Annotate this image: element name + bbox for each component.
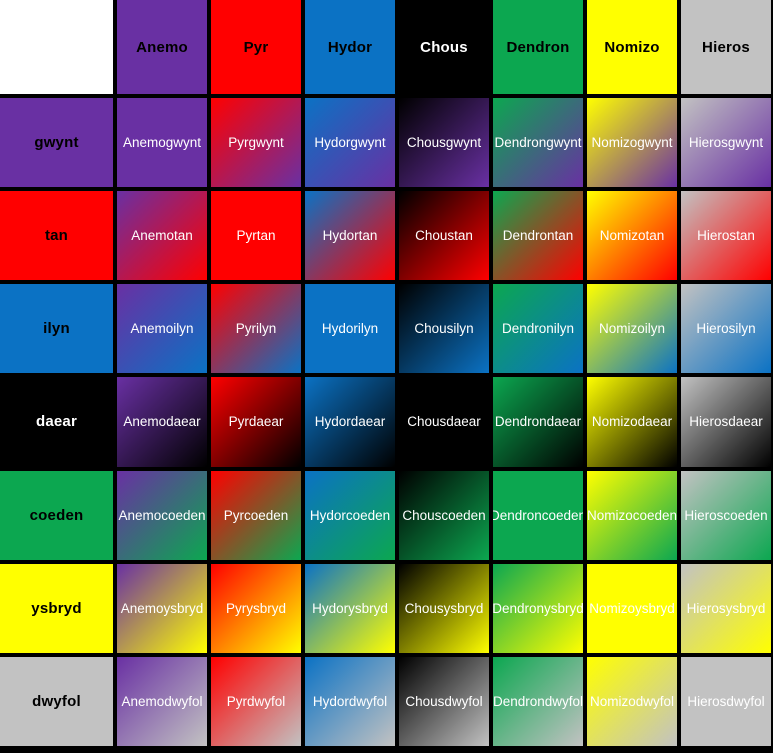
- matrix-cell-chousdwyfol: Chousdwyfol: [399, 656, 489, 746]
- matrix-cell-anemotan: Anemotan: [117, 191, 207, 281]
- matrix-cell-hydorgwynt: Hydorgwynt: [305, 98, 395, 188]
- matrix-cell-hydortan: Hydortan: [305, 191, 395, 281]
- matrix-cell-dendronilyn: Dendronilyn: [493, 284, 583, 374]
- matrix-cell-pyrtan: Pyrtan: [211, 191, 301, 281]
- row-header-daear: daear: [0, 377, 113, 467]
- row-header-tan: tan: [0, 191, 113, 281]
- column-header-hydor: Hydor: [305, 0, 395, 94]
- matrix-cell-pyrdwyfol: Pyrdwyfol: [211, 656, 301, 746]
- matrix-cell-nomizoysbryd: Nomizoysbryd: [587, 563, 677, 653]
- matrix-cell-choustan: Choustan: [399, 191, 489, 281]
- matrix-cell-nomizocoeden: Nomizocoeden: [587, 470, 677, 560]
- matrix-cell-hierosgwynt: Hierosgwynt: [681, 98, 771, 188]
- matrix-cell-anemoilyn: Anemoilyn: [117, 284, 207, 374]
- matrix-cell-hierostan: Hierostan: [681, 191, 771, 281]
- column-header-dendron: Dendron: [493, 0, 583, 94]
- matrix-cell-hierosdaear: Hierosdaear: [681, 377, 771, 467]
- matrix-cell-dendrondwyfol: Dendrondwyfol: [493, 656, 583, 746]
- matrix-cell-nomizotan: Nomizotan: [587, 191, 677, 281]
- matrix-cell-hierosysbryd: Hierosysbryd: [681, 563, 771, 653]
- matrix-cell-pyrgwynt: Pyrgwynt: [211, 98, 301, 188]
- matrix-cell-nomizodaear: Nomizodaear: [587, 377, 677, 467]
- row-header-ysbryd: ysbryd: [0, 563, 113, 653]
- matrix-cell-hydorysbryd: Hydorysbryd: [305, 563, 395, 653]
- matrix-cell-hydorilyn: Hydorilyn: [305, 284, 395, 374]
- column-header-pyr: Pyr: [211, 0, 301, 94]
- matrix-cell-hydordaear: Hydordaear: [305, 377, 395, 467]
- matrix-cell-dendrontan: Dendrontan: [493, 191, 583, 281]
- matrix-cell-chousysbryd: Chousysbryd: [399, 563, 489, 653]
- matrix-cell-pyrysbryd: Pyrysbryd: [211, 563, 301, 653]
- matrix-cell-chouscoeden: Chouscoeden: [399, 470, 489, 560]
- column-header-chous: Chous: [399, 0, 489, 94]
- matrix-cell-chousdaear: Chousdaear: [399, 377, 489, 467]
- row-header-coeden: coeden: [0, 470, 113, 560]
- matrix-cell-hierosdwyfol: Hierosdwyfol: [681, 656, 771, 746]
- matrix-cell-hierosilyn: Hierosilyn: [681, 284, 771, 374]
- matrix-cell-anemogwynt: Anemogwynt: [117, 98, 207, 188]
- matrix-cell-anemodaear: Anemodaear: [117, 377, 207, 467]
- matrix-cell-dendroncoeden: Dendroncoeden: [493, 470, 583, 560]
- matrix-cell-hydorcoeden: Hydorcoeden: [305, 470, 395, 560]
- matrix-cell-nomizodwyfol: Nomizodwyfol: [587, 656, 677, 746]
- matrix-cell-pyrilyn: Pyrilyn: [211, 284, 301, 374]
- matrix-cell-chousilyn: Chousilyn: [399, 284, 489, 374]
- matrix-cell-dendronysbryd: Dendronysbryd: [493, 563, 583, 653]
- matrix-cell-dendrongwynt: Dendrongwynt: [493, 98, 583, 188]
- row-header-gwynt: gwynt: [0, 98, 113, 188]
- matrix-cell-anemodwyfol: Anemodwyfol: [117, 656, 207, 746]
- matrix-cell-anemoysbryd: Anemoysbryd: [117, 563, 207, 653]
- matrix-cell-anemocoeden: Anemocoeden: [117, 470, 207, 560]
- row-header-ilyn: ilyn: [0, 284, 113, 374]
- column-header-anemo: Anemo: [117, 0, 207, 94]
- matrix-cell-nomizogwynt: Nomizogwynt: [587, 98, 677, 188]
- matrix-cell-pyrcoeden: Pyrcoeden: [211, 470, 301, 560]
- matrix-cell-chousgwynt: Chousgwynt: [399, 98, 489, 188]
- matrix-cell-nomizoilyn: Nomizoilyn: [587, 284, 677, 374]
- matrix-cell-hydordwyfol: Hydordwyfol: [305, 656, 395, 746]
- column-header-hieros: Hieros: [681, 0, 771, 94]
- corner-cell: [0, 0, 113, 94]
- column-header-nomizo: Nomizo: [587, 0, 677, 94]
- row-header-dwyfol: dwyfol: [0, 656, 113, 746]
- matrix-cell-pyrdaear: Pyrdaear: [211, 377, 301, 467]
- matrix-cell-hieroscoeden: Hieroscoeden: [681, 470, 771, 560]
- matrix-cell-dendrondaear: Dendrondaear: [493, 377, 583, 467]
